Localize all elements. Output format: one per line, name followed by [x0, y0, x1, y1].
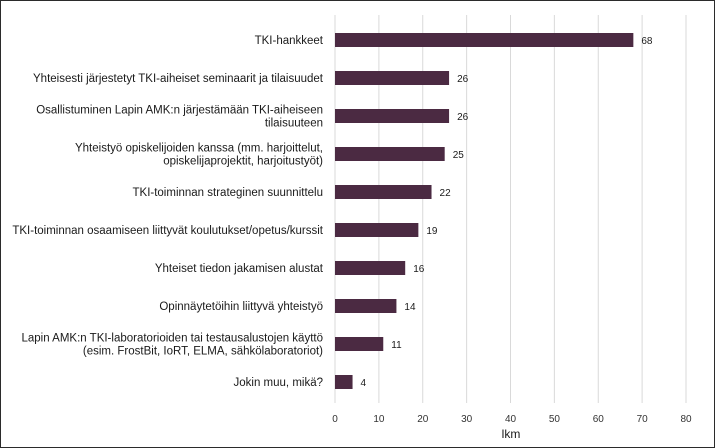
- bar: [335, 109, 450, 123]
- category-label-line: Yhteiset tiedon jakamisen alustat: [155, 263, 324, 275]
- x-tick-label: 50: [549, 414, 561, 425]
- category-label-line: tilaisuuteen: [265, 118, 323, 130]
- category-label-line: Jokin muu, mikä?: [234, 377, 323, 389]
- bar: [335, 375, 353, 389]
- x-axis-title: lkm: [502, 427, 521, 441]
- bar: [335, 71, 450, 85]
- category-label-line: Osallistuminen Lapin AMK:n järjestämään …: [36, 105, 323, 117]
- category-label-line: TKI-hankkeet: [255, 35, 324, 47]
- category-label: Jokin muu, mikä?: [234, 377, 323, 389]
- data-label: 19: [426, 226, 438, 237]
- data-label: 11: [391, 340, 402, 351]
- category-label: Osallistuminen Lapin AMK:n järjestämään …: [36, 105, 323, 130]
- category-labels: TKI-hankkeet Yhteisesti järjestetyt TKI-a…: [12, 35, 323, 389]
- x-tick-label: 30: [461, 414, 473, 425]
- data-label: 26: [457, 74, 469, 85]
- bar-layer: [335, 33, 634, 389]
- category-label: TKI-toiminnan osaamiseen liittyvät koulu…: [12, 225, 323, 237]
- category-label: TKI-hankkeet: [255, 35, 324, 47]
- data-label: 14: [404, 302, 416, 313]
- data-label: 4: [361, 378, 367, 389]
- category-label-line: TKI-toiminnan osaamiseen liittyvät koulu…: [12, 225, 323, 237]
- category-label-line: Lapin AMK:n TKI-laboratorioiden tai test…: [21, 333, 323, 345]
- category-label-line: (esim. FrostBit, IoRT, ELMA, sähkölabora…: [83, 346, 323, 358]
- x-tick-label: 10: [373, 414, 385, 425]
- bar: [335, 299, 397, 313]
- x-tick-label: 60: [593, 414, 605, 425]
- category-label: Yhteiset tiedon jakamisen alustat: [155, 263, 324, 275]
- bar: [335, 33, 634, 47]
- bar: [335, 147, 445, 161]
- category-label-line: opiskelijaprojektit, harjoitustyöt): [163, 156, 323, 168]
- bar: [335, 185, 432, 199]
- category-label: Opinnäytetöihin liittyvä yhteistyö: [159, 301, 323, 313]
- x-tick-label: 70: [637, 414, 649, 425]
- data-label: 68: [641, 36, 653, 47]
- data-label: 16: [413, 264, 425, 275]
- x-tick-label: 0: [332, 414, 338, 425]
- x-axis-ticks: 0 10 20 30 40 50 60 70 80: [332, 414, 692, 425]
- bar: [335, 337, 384, 351]
- x-tick-label: 20: [417, 414, 429, 425]
- category-label-line: Yhteisesti järjestetyt TKI-aiheiset semi…: [33, 73, 324, 85]
- data-label: 26: [457, 112, 469, 123]
- category-label-line: Opinnäytetöihin liittyvä yhteistyö: [159, 301, 323, 313]
- x-tick-label: 40: [505, 414, 517, 425]
- category-label: Lapin AMK:n TKI-laboratorioiden tai test…: [21, 333, 323, 358]
- bar: [335, 261, 406, 275]
- data-label: 25: [453, 150, 465, 161]
- value-labels: 68 26 26 25 22 19 16 14 11 4: [361, 36, 653, 389]
- category-label-line: TKI-toiminnan strateginen suunnittelu: [133, 187, 324, 199]
- category-label: Yhteisesti järjestetyt TKI-aiheiset semi…: [33, 73, 324, 85]
- bar: [335, 223, 419, 237]
- x-tick-label: 80: [680, 414, 692, 425]
- category-label: Yhteistyö opiskelijoiden kanssa (mm. har…: [75, 143, 323, 168]
- data-label: 22: [440, 188, 452, 199]
- category-label: TKI-toiminnan strateginen suunnittelu: [133, 187, 324, 199]
- category-label-line: Yhteistyö opiskelijoiden kanssa (mm. har…: [75, 143, 323, 155]
